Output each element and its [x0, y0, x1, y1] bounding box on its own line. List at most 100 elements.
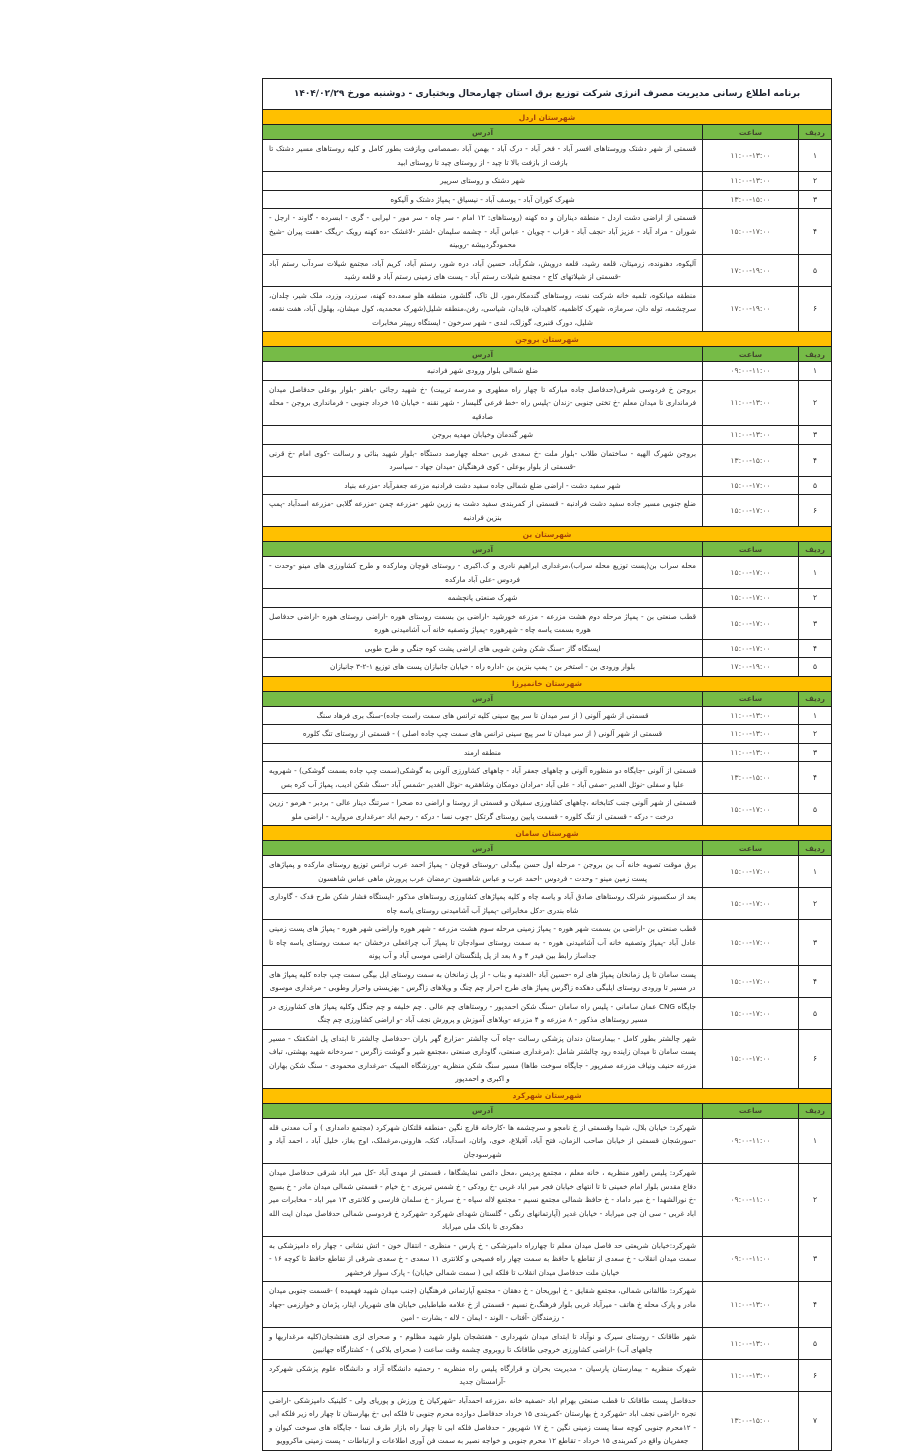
outage-time-range: ۱۵:۰۰-۱۷:۰۰: [702, 855, 800, 888]
outage-row: ۲ ۱۵:۰۰-۱۷:۰۰ بعد از سکسیونر شرلک روستاه…: [261, 887, 833, 920]
outage-address: قطب صنعتی بن -اراضی بن بسمت شهر هوره - پ…: [261, 919, 704, 966]
row-number: ۲: [798, 1163, 833, 1237]
section-header-row: شهرستان اردل: [261, 109, 833, 125]
column-header-time: ساعت: [702, 346, 800, 362]
column-header-time: ساعت: [702, 124, 800, 140]
row-number: ۶: [798, 1358, 833, 1392]
row-number: ۵: [798, 1326, 833, 1360]
outage-row: ۳ ۱۳:۰۰-۱۵:۰۰ شهرک کوران آباد - یوسف آبا…: [261, 189, 833, 209]
outage-row: ۴ ۱۱:۰۰-۱۳:۰۰ شهرکرد: طالقانی شمالی، مجت…: [261, 1281, 833, 1328]
outage-row: ۱ ۱۵:۰۰-۱۷:۰۰ محله سراب بن(پست توزیع محل…: [261, 556, 833, 589]
row-number: ۲: [798, 588, 833, 608]
outage-address: ضلع جنوبی مسیر جاده سفید دشت فرادنبه - ق…: [261, 494, 704, 527]
column-header-time: ساعت: [702, 541, 800, 557]
outage-row: ۵ ۱۷:۰۰-۱۹:۰۰ آلیکوه، دهنونده، زرمیتان، …: [261, 253, 833, 287]
row-number: ۲: [798, 379, 833, 426]
outage-address: قسمتی از شهر آلونی ( از سر میدان تا سر پ…: [261, 724, 704, 744]
outage-row: ۵ ۱۵:۰۰-۱۷:۰۰ قسمتی از شهر آلونی جنب کتا…: [261, 793, 833, 826]
outage-time-range: ۱۵:۰۰-۱۷:۰۰: [702, 793, 800, 826]
outage-row: ۵ ۱۷:۰۰-۱۹:۰۰ بلوار ورودی بن - استخر بن …: [261, 657, 833, 677]
outage-address: بروجن خ فردوسی شرقی(حدفاصل جاده مبارکه ت…: [261, 379, 704, 426]
outage-address: قطب صنعتی بن - پمپاژ مرحله دوم هشت مزرعه…: [261, 606, 704, 640]
outage-row: ۶ ۱۷:۰۰-۱۹:۰۰ منطقه میانکوه، تلمبه خانه …: [261, 285, 833, 332]
row-number: ۱: [798, 556, 833, 589]
row-number: ۶: [798, 285, 833, 332]
outage-address: منطقه میانکوه، تلمبه خانه شرکت نفت، روست…: [261, 285, 704, 332]
outage-time-range: ۱۵:۰۰-۱۷:۰۰: [702, 996, 800, 1030]
outage-time-range: ۱۱:۰۰-۱۳:۰۰: [702, 1281, 800, 1328]
outage-row: ۱ ۱۱:۰۰-۱۳:۰۰ قسمتی از شهر دشتک وروستاها…: [261, 139, 833, 172]
outage-row: ۴ ۱۵:۰۰-۱۷:۰۰ قسمتی از اراضی دشت اردل - …: [261, 208, 833, 255]
outage-row: ۴ ۱۵:۰۰-۱۷:۰۰ پست سامان تا پل زمانخان پم…: [261, 964, 833, 998]
outage-address: آلیکوه، دهنونده، زرمیتان، قلعه رشید، قلع…: [261, 253, 704, 287]
row-number: ۷: [798, 1390, 833, 1451]
row-number: ۵: [798, 657, 833, 677]
section-header-row: شهرستان شهرکرد: [261, 1087, 833, 1104]
outage-time-range: ۱۱:۰۰-۱۳:۰۰: [702, 705, 800, 725]
row-number: ۴: [798, 638, 833, 658]
title-row: برنامه اطلاع رسانی مدیریت مصرف انرژی شرک…: [261, 78, 833, 110]
column-header-address: آدرس: [261, 1102, 704, 1119]
column-header-row: ردیف ساعت آدرس: [261, 541, 833, 557]
row-number: ۴: [798, 761, 833, 794]
column-header-row: ردیف ساعت آدرس: [261, 346, 833, 362]
outage-time-range: ۰۹:۰۰-۱۱:۰۰: [702, 361, 800, 381]
column-header-address: آدرس: [261, 346, 704, 362]
row-number: ۳: [798, 919, 833, 966]
outage-row: ۱ ۰۹:۰۰-۱۱:۰۰ شهرکرد: خیابان بلال، شیدا …: [261, 1117, 833, 1164]
document-page: برنامه اطلاع رسانی مدیریت مصرف انرژی شرک…: [261, 78, 833, 1451]
outage-row: ۳ ۰۹:۰۰-۱۱:۰۰ شهرکرد:خیابان شریعتی حد فا…: [261, 1235, 833, 1282]
row-number: ۱: [798, 139, 833, 172]
column-header-row: ردیف ساعت آدرس: [261, 124, 833, 140]
outage-address: بروجن شهرک الهیه - ساختمان طلاب -بلوار م…: [261, 443, 704, 477]
column-header-address: آدرس: [261, 840, 704, 856]
section-title: شهرستان سامان: [261, 825, 833, 841]
outage-row: ۱ ۱۵:۰۰-۱۷:۰۰ برق موقت تصویه خانه آب بن …: [261, 855, 833, 888]
outage-address: شهر طاقانک - روستای سیرک و نوآباد تا ابت…: [261, 1326, 704, 1360]
outage-time-range: ۱۳:۰۰-۱۵:۰۰: [702, 761, 800, 794]
section-header-row: شهرستان سامان: [261, 825, 833, 841]
outage-time-range: ۱۱:۰۰-۱۳:۰۰: [702, 139, 800, 172]
section-title: شهرستان بروجن: [261, 331, 833, 347]
outage-time-range: ۱۵:۰۰-۱۷:۰۰: [702, 919, 800, 966]
outage-address: ضلع شمالی بلوار ورودی شهر فرادنبه: [261, 361, 704, 381]
column-header-row-number: ردیف: [798, 124, 833, 140]
column-header-address: آدرس: [261, 541, 704, 557]
outage-time-range: ۰۹:۰۰-۱۱:۰۰: [702, 1235, 800, 1282]
outage-time-range: ۱۵:۰۰-۱۷:۰۰: [702, 588, 800, 608]
row-number: ۱: [798, 361, 833, 381]
outage-time-range: ۱۵:۰۰-۱۷:۰۰: [702, 556, 800, 589]
outage-time-range: ۱۷:۰۰-۱۹:۰۰: [702, 285, 800, 332]
outage-row: ۶ ۱۵:۰۰-۱۷:۰۰ ضلع جنوبی مسیر جاده سفید د…: [261, 494, 833, 527]
column-header-row-number: ردیف: [798, 840, 833, 856]
row-number: ۲: [798, 171, 833, 191]
section-header-row: شهرستان بروجن: [261, 331, 833, 347]
outage-address: قسمتی از شهر آلونی جنب کتابخانه ،چاههای …: [261, 793, 704, 826]
outage-time-range: ۰۹:۰۰-۱۱:۰۰: [702, 1163, 800, 1237]
outage-time-range: ۱۳:۰۰-۱۵:۰۰: [702, 189, 800, 209]
outage-row: ۳ ۱۱:۰۰-۱۳:۰۰ منطقه ارمند: [261, 742, 833, 762]
section-header-row: شهرستان بن: [261, 526, 833, 542]
column-header-address: آدرس: [261, 690, 704, 707]
column-header-time: ساعت: [702, 1102, 800, 1119]
outage-time-range: ۱۵:۰۰-۱۷:۰۰: [702, 887, 800, 920]
page-title: برنامه اطلاع رسانی مدیریت مصرف انرژی شرک…: [261, 78, 833, 110]
outage-time-range: ۱۵:۰۰-۱۷:۰۰: [702, 208, 800, 255]
outage-time-range: ۱۳:۰۰-۱۵:۰۰: [702, 443, 800, 477]
row-number: ۳: [798, 742, 833, 762]
outage-row: ۴ ۱۵:۰۰-۱۷:۰۰ ایستگاه گاز -سنگ شکن وشن ش…: [261, 638, 833, 658]
outage-address: قسمتی از شهر آلونی ( از سر میدان تا سر پ…: [261, 705, 704, 725]
outage-row: ۷ ۱۳:۰۰-۱۵:۰۰ حدفاصل پست طاقانک تا قطب ص…: [261, 1390, 833, 1451]
outage-address: جایگاه CNG عمان سامانی - پلیس راه سامان …: [261, 996, 704, 1030]
outage-address: شهرکرد:خیابان شریعتی حد فاصل میدان معلم …: [261, 1235, 704, 1282]
outage-time-range: ۱۱:۰۰-۱۳:۰۰: [702, 1326, 800, 1360]
outage-time-range: ۱۷:۰۰-۱۹:۰۰: [702, 253, 800, 287]
outage-address: شهرکرد: طالقانی شمالی، مجتمع شقایق - خ ا…: [261, 1281, 704, 1328]
section-title: شهرستان خانمیرزا: [261, 675, 833, 692]
row-number: ۴: [798, 443, 833, 477]
outage-row: ۶ ۱۵:۰۰-۱۷:۰۰ شهر چالشتر بطور کامل - بیم…: [261, 1028, 833, 1089]
outage-address: شهر دشتک و روستای سرپیر: [261, 171, 704, 191]
column-header-row-number: ردیف: [798, 1102, 833, 1119]
outage-row: ۱ ۱۱:۰۰-۱۳:۰۰ قسمتی از شهر آلونی ( از سر…: [261, 705, 833, 725]
row-number: ۲: [798, 887, 833, 920]
